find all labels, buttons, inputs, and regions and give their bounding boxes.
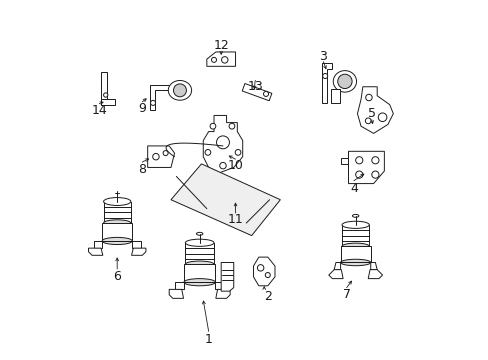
Polygon shape [103, 202, 131, 223]
Circle shape [152, 153, 159, 160]
Polygon shape [101, 99, 115, 105]
Polygon shape [253, 257, 274, 286]
Ellipse shape [352, 215, 358, 217]
Ellipse shape [341, 221, 368, 228]
Polygon shape [242, 84, 271, 101]
Text: 3: 3 [319, 50, 326, 63]
Circle shape [219, 162, 226, 169]
Ellipse shape [333, 71, 356, 92]
Polygon shape [341, 158, 348, 164]
Circle shape [265, 273, 270, 278]
Circle shape [263, 91, 268, 96]
Ellipse shape [340, 259, 370, 266]
Polygon shape [147, 146, 174, 167]
Circle shape [103, 93, 108, 97]
Polygon shape [94, 241, 140, 248]
Text: 12: 12 [213, 39, 228, 52]
Text: 9: 9 [138, 102, 146, 115]
Circle shape [150, 100, 155, 105]
Polygon shape [171, 164, 280, 235]
Circle shape [257, 265, 264, 271]
Ellipse shape [103, 220, 131, 226]
Circle shape [173, 84, 186, 97]
Polygon shape [215, 289, 230, 298]
Circle shape [371, 157, 378, 164]
Circle shape [210, 123, 215, 129]
Polygon shape [367, 270, 382, 279]
Polygon shape [183, 264, 215, 282]
Polygon shape [333, 262, 376, 270]
Ellipse shape [185, 239, 214, 246]
Ellipse shape [183, 279, 215, 286]
Circle shape [355, 171, 362, 178]
Circle shape [228, 123, 234, 129]
Ellipse shape [341, 243, 368, 249]
Ellipse shape [102, 237, 132, 244]
Polygon shape [340, 246, 370, 262]
Ellipse shape [168, 81, 191, 100]
Circle shape [371, 171, 378, 178]
Polygon shape [206, 52, 235, 66]
Ellipse shape [185, 261, 214, 267]
Circle shape [221, 57, 227, 63]
Ellipse shape [196, 232, 203, 235]
Polygon shape [348, 151, 384, 184]
Circle shape [365, 118, 370, 124]
Text: 5: 5 [367, 107, 375, 120]
Polygon shape [169, 289, 183, 298]
Polygon shape [174, 282, 224, 289]
Circle shape [322, 73, 327, 78]
Polygon shape [203, 116, 242, 173]
Text: 7: 7 [342, 288, 350, 301]
Text: 2: 2 [264, 290, 271, 303]
Text: 1: 1 [204, 333, 212, 346]
Polygon shape [330, 89, 339, 103]
Text: 14: 14 [91, 104, 107, 117]
Circle shape [235, 149, 241, 155]
Polygon shape [321, 63, 331, 103]
Polygon shape [150, 85, 171, 110]
Polygon shape [221, 262, 233, 291]
Polygon shape [328, 270, 343, 279]
Text: 6: 6 [113, 270, 121, 283]
Polygon shape [357, 87, 392, 134]
Polygon shape [185, 243, 214, 264]
Circle shape [204, 149, 210, 155]
Polygon shape [101, 72, 106, 105]
Text: 13: 13 [247, 80, 263, 93]
Ellipse shape [103, 198, 131, 206]
Text: 10: 10 [227, 159, 243, 172]
Circle shape [365, 94, 371, 101]
Circle shape [211, 57, 216, 62]
Polygon shape [88, 248, 102, 255]
Circle shape [355, 157, 362, 164]
Circle shape [163, 150, 168, 156]
Text: 4: 4 [349, 183, 357, 195]
Circle shape [216, 136, 229, 149]
Polygon shape [102, 223, 132, 241]
Polygon shape [341, 225, 368, 246]
Circle shape [337, 74, 351, 89]
Polygon shape [131, 248, 145, 255]
Circle shape [378, 113, 386, 122]
Text: 11: 11 [227, 213, 243, 226]
Text: 8: 8 [138, 163, 146, 176]
